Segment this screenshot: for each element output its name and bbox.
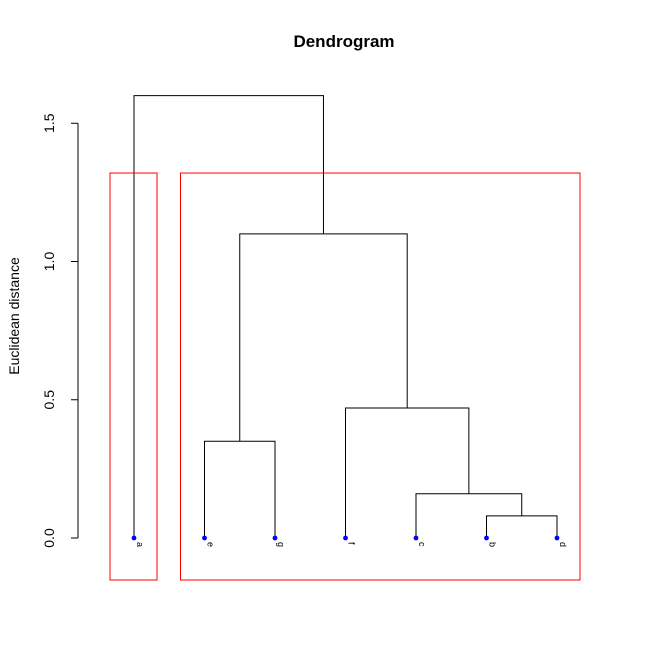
leaf-label: f — [347, 542, 357, 545]
chart-title: Dendrogram — [293, 32, 394, 51]
y-tick-label: 1.5 — [41, 113, 57, 133]
y-axis-label: Euclidean distance — [6, 257, 22, 375]
y-tick-label: 0.5 — [41, 390, 57, 410]
tree-branch — [204, 440, 276, 538]
leaf-label: b — [488, 542, 498, 547]
leaf-point — [484, 535, 489, 541]
tree-branch — [239, 233, 408, 442]
leaf-label: d — [558, 542, 568, 547]
leaf-point — [131, 535, 137, 541]
leaf-point — [413, 535, 419, 541]
cluster-boxes — [109, 172, 581, 581]
leaf-label: g — [276, 542, 286, 547]
leaf-point — [272, 535, 278, 541]
tree-branch — [345, 407, 470, 538]
leaf-label: a — [135, 542, 145, 547]
leaf-point — [343, 535, 348, 541]
y-tick-label: 0.0 — [41, 528, 57, 548]
leaf-point — [202, 535, 207, 541]
cluster-box — [180, 172, 581, 581]
tree-branch — [133, 95, 324, 538]
tree-branch — [486, 515, 558, 538]
leaf-point — [554, 535, 560, 541]
y-tick-label: 1.0 — [41, 252, 57, 272]
y-axis: 0.0 0.5 1.0 1.5 — [41, 113, 79, 548]
cluster-box — [109, 172, 158, 581]
leaf-label: e — [206, 542, 216, 547]
dendrogram-tree — [133, 95, 558, 538]
leaf-label: c — [417, 542, 427, 547]
